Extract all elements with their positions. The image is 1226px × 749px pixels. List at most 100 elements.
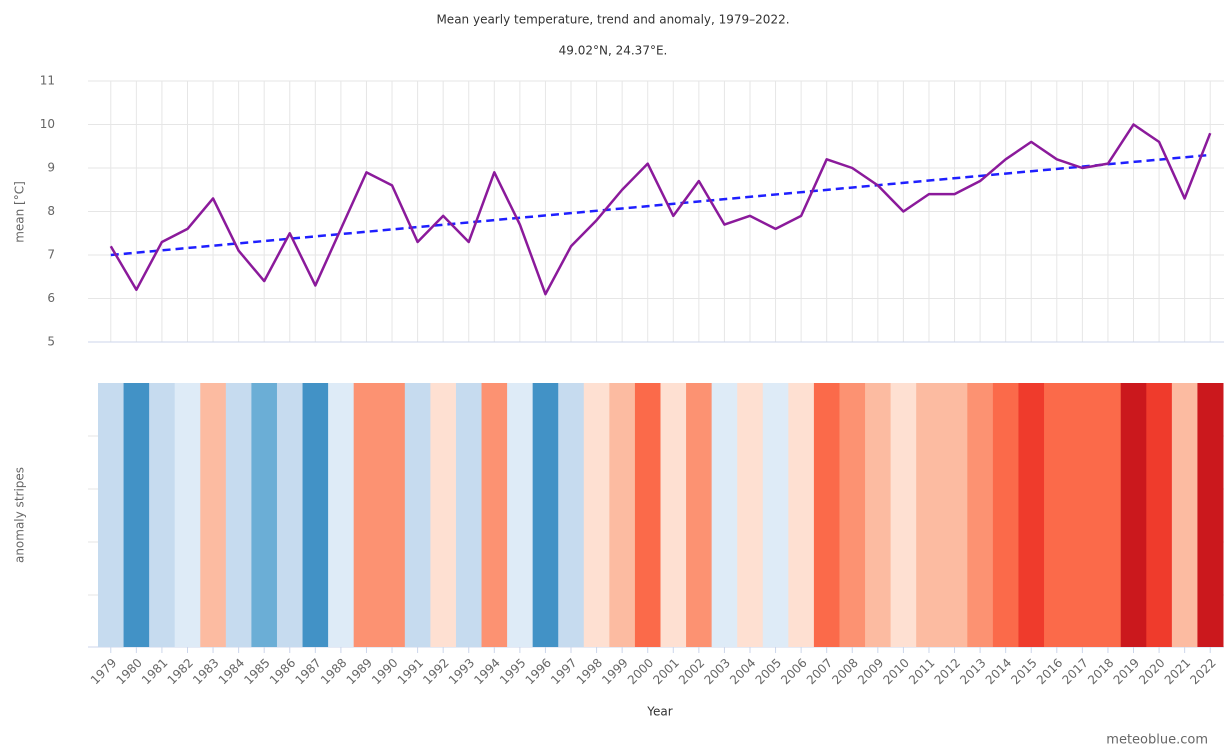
- trend-line: [110, 153, 1211, 257]
- anomaly-stripe: [1171, 383, 1198, 647]
- x-tick-label: 2002: [676, 656, 707, 687]
- x-tick-label: 1992: [420, 656, 451, 687]
- x-tick-label: 1993: [446, 656, 477, 687]
- x-tick-label: 1995: [497, 656, 528, 687]
- x-tick-label: 2000: [625, 656, 656, 687]
- x-tick-label: 1997: [548, 656, 579, 687]
- x-tick-label: 1987: [292, 656, 323, 687]
- anomaly-stripe: [174, 383, 201, 647]
- anomaly-stripe: [992, 383, 1019, 647]
- anomaly-stripe: [276, 383, 304, 647]
- anomaly-stripe: [123, 383, 150, 647]
- x-tick-label: 2011: [906, 656, 937, 687]
- x-tick-label: 2007: [804, 656, 835, 687]
- anomaly-stripe: [225, 383, 252, 647]
- anomaly-stripe: [558, 383, 585, 647]
- x-tick-label: 1983: [190, 656, 221, 687]
- anomaly-stripe: [1018, 383, 1045, 647]
- stripes-label: anomaly stripes: [13, 467, 27, 563]
- anomaly-stripe: [455, 383, 483, 647]
- x-tick-label: 1979: [88, 656, 119, 687]
- x-tick-label: 2001: [650, 656, 681, 687]
- anomaly-stripe: [634, 383, 661, 647]
- y-tick-label: 7: [47, 248, 55, 262]
- anomaly-stripe: [404, 383, 431, 647]
- x-tick-label: 2006: [778, 656, 809, 687]
- anomaly-stripe: [149, 383, 176, 647]
- x-tick-label: 2020: [1136, 656, 1167, 687]
- anomaly-stripe: [916, 383, 943, 647]
- x-tick-label: 1989: [344, 656, 375, 687]
- x-tick-label: 2012: [932, 656, 963, 687]
- x-tick-label: 1996: [523, 656, 554, 687]
- anomaly-stripe: [788, 383, 815, 647]
- anomaly-stripe: [865, 383, 892, 647]
- y-tick-label: 6: [47, 291, 55, 305]
- x-tick-label: 2022: [1187, 656, 1218, 687]
- x-tick-label: 1991: [395, 656, 426, 687]
- anomaly-stripe: [941, 383, 968, 647]
- anomaly-stripe: [328, 383, 355, 647]
- x-tick-label: 2015: [1008, 656, 1039, 687]
- anomaly-stripe: [353, 383, 380, 647]
- anomaly-stripe: [967, 383, 994, 647]
- x-tick-label: 1988: [318, 656, 349, 687]
- x-tick-label: 1998: [574, 656, 605, 687]
- y-tick-label: 10: [40, 117, 55, 131]
- anomaly-stripe: [507, 383, 534, 647]
- anomaly-stripe: [583, 383, 610, 647]
- anomaly-stripe: [839, 383, 866, 647]
- x-tick-label: 1982: [165, 656, 196, 687]
- x-tick-label: 2013: [957, 656, 988, 687]
- x-tick-label: 2009: [855, 656, 886, 687]
- x-tick-label: 1980: [113, 656, 144, 687]
- x-tick-label: 1986: [267, 656, 298, 687]
- anomaly-stripe: [1146, 383, 1173, 647]
- x-tick-label: 2017: [1059, 656, 1090, 687]
- anomaly-stripe: [379, 383, 406, 647]
- x-tick-label: 2016: [1034, 656, 1065, 687]
- anomaly-stripe: [813, 383, 840, 647]
- x-tick-label: 1981: [139, 656, 170, 687]
- x-tick-label: 2014: [983, 656, 1014, 687]
- x-tick-label: 1990: [369, 656, 400, 687]
- y-tick-label: 5: [47, 335, 55, 349]
- x-tick-label: 2005: [753, 656, 784, 687]
- y-tick-label: 11: [40, 74, 55, 88]
- x-tick-label: 2019: [1111, 656, 1142, 687]
- y-tick-label: 9: [47, 161, 55, 175]
- anomaly-stripe: [737, 383, 764, 647]
- anomaly-stripe: [200, 383, 227, 647]
- anomaly-stripe: [251, 383, 278, 647]
- x-tick-label: 2010: [880, 656, 911, 687]
- anomaly-stripe: [302, 383, 329, 647]
- chart-title: Mean yearly temperature, trend and anoma…: [436, 13, 789, 27]
- anomaly-stripe: [609, 383, 636, 647]
- anomaly-stripe: [762, 383, 789, 647]
- chart-subtitle: 49.02°N, 24.37°E.: [559, 44, 668, 58]
- anomaly-stripe: [1095, 383, 1122, 647]
- anomaly-stripe: [98, 383, 125, 647]
- x-tick-label: 2021: [1162, 656, 1193, 687]
- x-tick-label: 1984: [216, 656, 247, 687]
- y-axis-label: mean [°C]: [13, 181, 27, 243]
- anomaly-stripe: [711, 383, 738, 647]
- x-axis-label: Year: [646, 705, 672, 719]
- y-tick-label: 8: [47, 204, 55, 218]
- x-tick-label: 2008: [829, 656, 860, 687]
- x-tick-label: 2004: [727, 656, 758, 687]
- anomaly-stripe: [890, 383, 917, 647]
- x-tick-label: 2018: [1085, 656, 1116, 687]
- anomaly-stripe: [1069, 383, 1096, 647]
- data-line: [109, 123, 1212, 296]
- credit: meteoblue.com: [1106, 733, 1208, 748]
- anomaly-stripe: [1197, 383, 1224, 647]
- x-tick-label: 1985: [241, 656, 272, 687]
- x-tick-label: 2003: [702, 656, 733, 687]
- anomaly-stripe: [660, 383, 687, 647]
- anomaly-stripe: [481, 383, 508, 647]
- anomaly-stripe: [686, 383, 713, 647]
- anomaly-stripe: [430, 383, 457, 647]
- anomaly-stripe: [1120, 383, 1147, 647]
